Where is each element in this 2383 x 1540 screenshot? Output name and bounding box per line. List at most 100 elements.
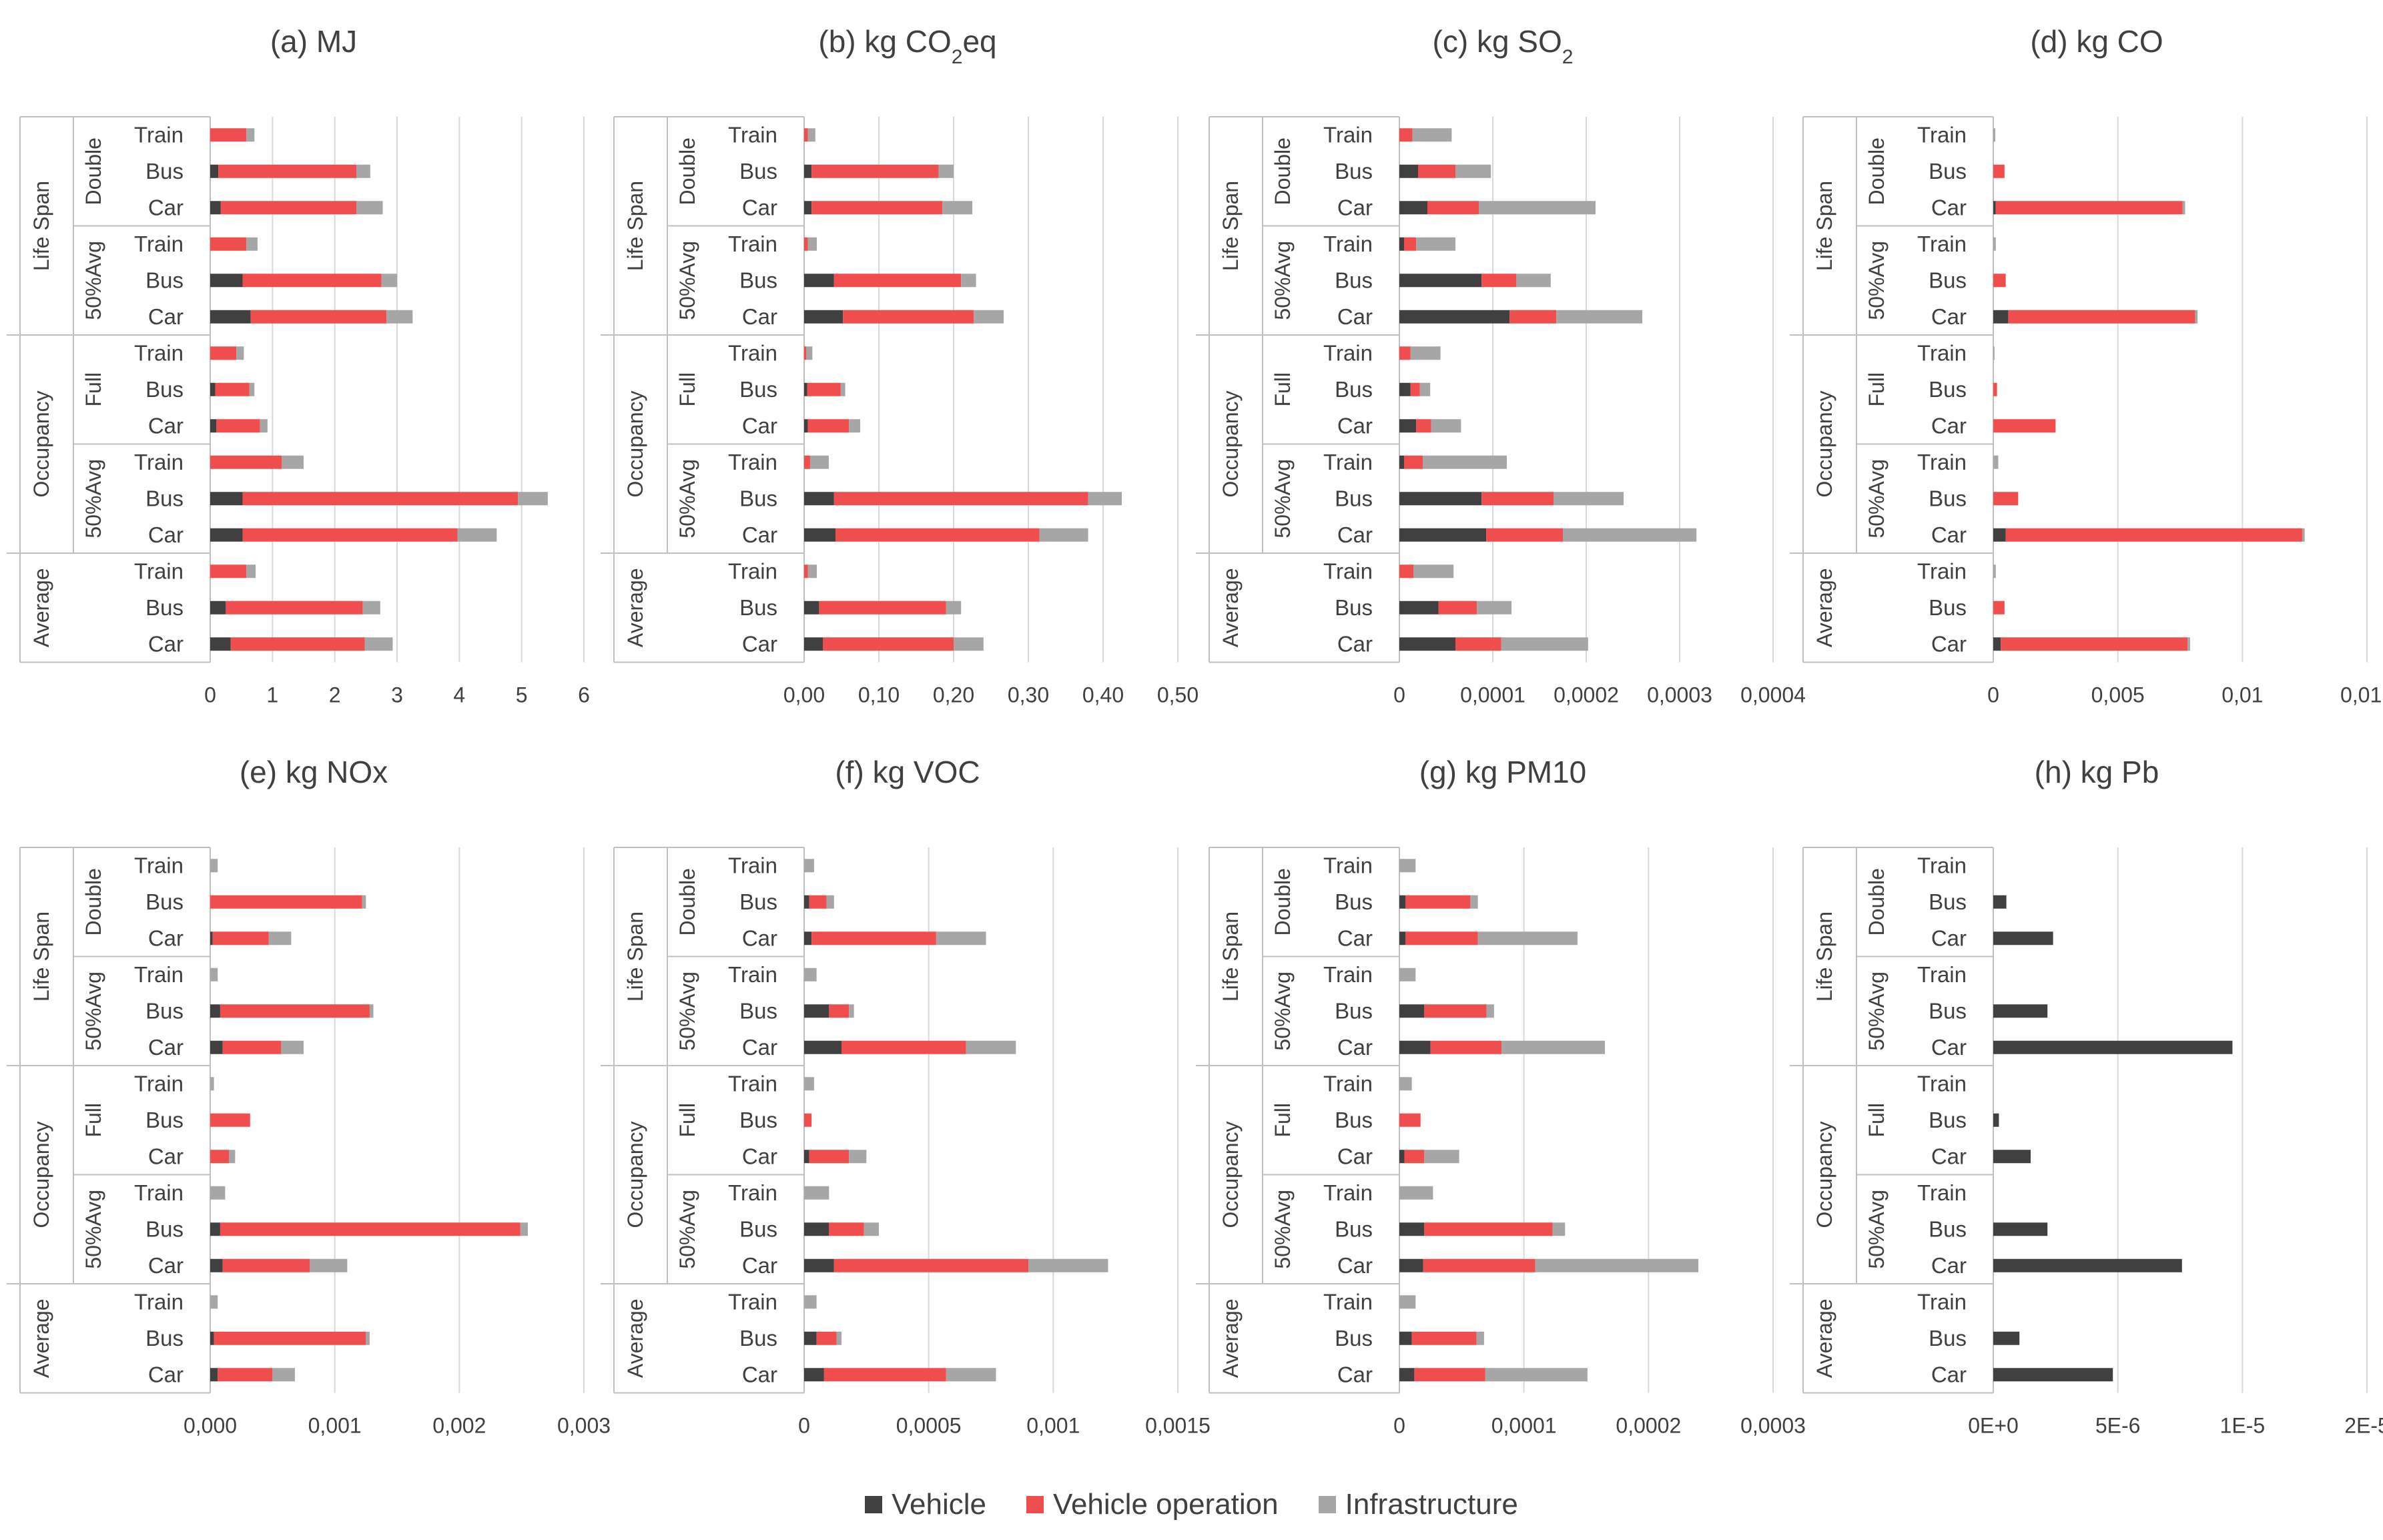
bar-segment-infrastructure xyxy=(807,128,815,142)
bar-segment-infrastructure xyxy=(807,237,817,251)
group-inner-label: Full xyxy=(81,1103,105,1138)
bar-segment-vehicle xyxy=(804,637,823,651)
bar-segment-infrastructure xyxy=(1423,455,1507,469)
bar-segment-vehicle xyxy=(210,274,243,288)
bar-segment-vehicle-operation xyxy=(835,528,1040,542)
row-label: Bus xyxy=(1929,1216,1967,1241)
row-label: Car xyxy=(1931,195,1967,220)
bar-segment-infrastructure xyxy=(1993,564,1996,579)
bar-segment-vehicle xyxy=(1993,1222,2048,1236)
bar-segment-infrastructure xyxy=(1477,601,1511,615)
bar-segment-infrastructure xyxy=(1479,201,1596,215)
panel-title-rest: eq xyxy=(962,24,996,59)
bar-segment-vehicle-operation xyxy=(1423,1258,1536,1272)
row-label: Bus xyxy=(739,486,777,510)
row-label: Bus xyxy=(145,159,184,183)
group-outer-label: Average xyxy=(1812,568,1836,647)
bar-segment-infrastructure xyxy=(1028,1258,1108,1272)
group-inner-label: 50%Avg xyxy=(81,459,105,538)
row-label: Bus xyxy=(739,1108,777,1132)
bar-segment-infrastructure xyxy=(1993,237,1996,251)
bar-segment-infrastructure xyxy=(1470,895,1478,909)
bar-segment-infrastructure xyxy=(804,1186,829,1200)
row-label: Car xyxy=(1931,304,1967,329)
bar-segment-vehicle-operation xyxy=(1455,637,1501,651)
bar-segment-vehicle-operation xyxy=(1427,201,1479,215)
row-label: Bus xyxy=(739,268,777,292)
row-label: Train xyxy=(134,340,184,365)
group-inner-label: 50%Avg xyxy=(1864,459,1889,538)
panel-title-main: (f) kg VOC xyxy=(835,755,980,789)
bar-segment-infrastructure xyxy=(1088,492,1122,506)
x-tick-label: 1 xyxy=(266,683,278,707)
panel-title: (g) kg PM10 xyxy=(1419,755,1587,789)
bar-segment-vehicle-operation xyxy=(811,201,943,215)
group-inner-label: Full xyxy=(1271,1103,1295,1138)
bar-segment-infrastructure xyxy=(1535,1258,1698,1272)
panel-title-main: (e) kg NOx xyxy=(240,755,388,789)
bar-segment-infrastructure xyxy=(806,346,813,360)
bar-segment-infrastructure xyxy=(369,1004,374,1018)
bar-segment-infrastructure xyxy=(807,564,817,579)
group-outer-label: Occupancy xyxy=(1812,390,1836,497)
bar-segment-vehicle xyxy=(1993,1113,1999,1127)
bar-segment-vehicle xyxy=(1993,1004,2048,1018)
bar-segment-vehicle xyxy=(804,528,836,542)
row-label: Car xyxy=(1337,1253,1373,1278)
bar-segment-vehicle-operation xyxy=(816,1331,837,1345)
bar-segment-vehicle-operation xyxy=(215,382,250,396)
x-tick-label: 0,001 xyxy=(308,1414,362,1438)
row-label: Train xyxy=(1917,450,1967,474)
bar-segment-infrastructure xyxy=(804,1077,814,1091)
bar-segment-vehicle-operation xyxy=(1411,1331,1477,1345)
x-tick-label: 0 xyxy=(204,683,216,707)
row-label: Car xyxy=(1931,413,1967,438)
panel-1: (a) MJ 0 1 2 3 4 5 6 Double Train Bus Car 50%Avg Trai… xyxy=(7,24,590,707)
row-label: Car xyxy=(148,195,184,220)
legend-swatch-infrastructure xyxy=(1318,1496,1336,1513)
group-inner-label: Double xyxy=(81,137,105,205)
row-label: Bus xyxy=(1929,1108,1967,1132)
row-label: Bus xyxy=(1335,889,1373,914)
row-label: Bus xyxy=(145,1326,184,1351)
x-tick-label: 0,30 xyxy=(1008,683,1049,707)
bar-segment-vehicle-operation xyxy=(216,419,260,433)
bar-segment-infrastructure xyxy=(229,1150,236,1164)
legend-item-infrastructure: Infrastructure xyxy=(1318,1488,1518,1521)
row-label: Bus xyxy=(145,1108,184,1132)
row-label: Car xyxy=(1931,1144,1967,1168)
panel-title-main: (a) MJ xyxy=(270,24,357,59)
bar-segment-infrastructure xyxy=(836,1331,841,1345)
bar-segment-infrastructure xyxy=(272,1368,295,1382)
bar-segment-infrastructure xyxy=(310,1258,348,1272)
bar-segment-infrastructure xyxy=(1552,1222,1566,1236)
bar-segment-vehicle xyxy=(210,528,243,542)
bar-segment-infrastructure xyxy=(1399,968,1416,982)
bar-segment-infrastructure xyxy=(1399,859,1416,873)
bar-segment-vehicle xyxy=(210,201,221,215)
row-label: Bus xyxy=(739,159,777,183)
row-label: Bus xyxy=(1929,486,1967,510)
x-tick-label: 5E-6 xyxy=(2095,1414,2141,1438)
x-tick-label: 3 xyxy=(391,683,403,707)
bar-segment-infrastructure xyxy=(864,1222,879,1236)
bar-segment-infrastructure xyxy=(260,419,268,433)
panel-8: (h) kg Pb 0E+0 5E-6 1E-5 2E-5 Double Train Bus C… xyxy=(1790,755,2383,1438)
bar-segment-vehicle xyxy=(210,1004,220,1018)
bar-segment-vehicle xyxy=(804,1222,829,1236)
panel-title: (a) MJ xyxy=(270,24,357,59)
bar-segment-vehicle-operation xyxy=(829,1222,864,1236)
bar-segment-infrastructure xyxy=(2195,310,2198,324)
bar-segment-vehicle xyxy=(210,164,219,178)
row-label: Train xyxy=(1323,232,1373,256)
row-label: Car xyxy=(1931,925,1967,950)
bar-segment-vehicle-operation xyxy=(843,310,974,324)
bar-segment-infrastructure xyxy=(362,601,380,615)
row-label: Bus xyxy=(145,889,184,914)
bar-segment-vehicle xyxy=(1993,310,2009,324)
bar-segment-infrastructure xyxy=(366,1331,370,1345)
row-label: Bus xyxy=(1929,998,1967,1023)
bar-segment-vehicle-operation xyxy=(1405,931,1478,945)
row-label: Train xyxy=(1917,122,1967,147)
